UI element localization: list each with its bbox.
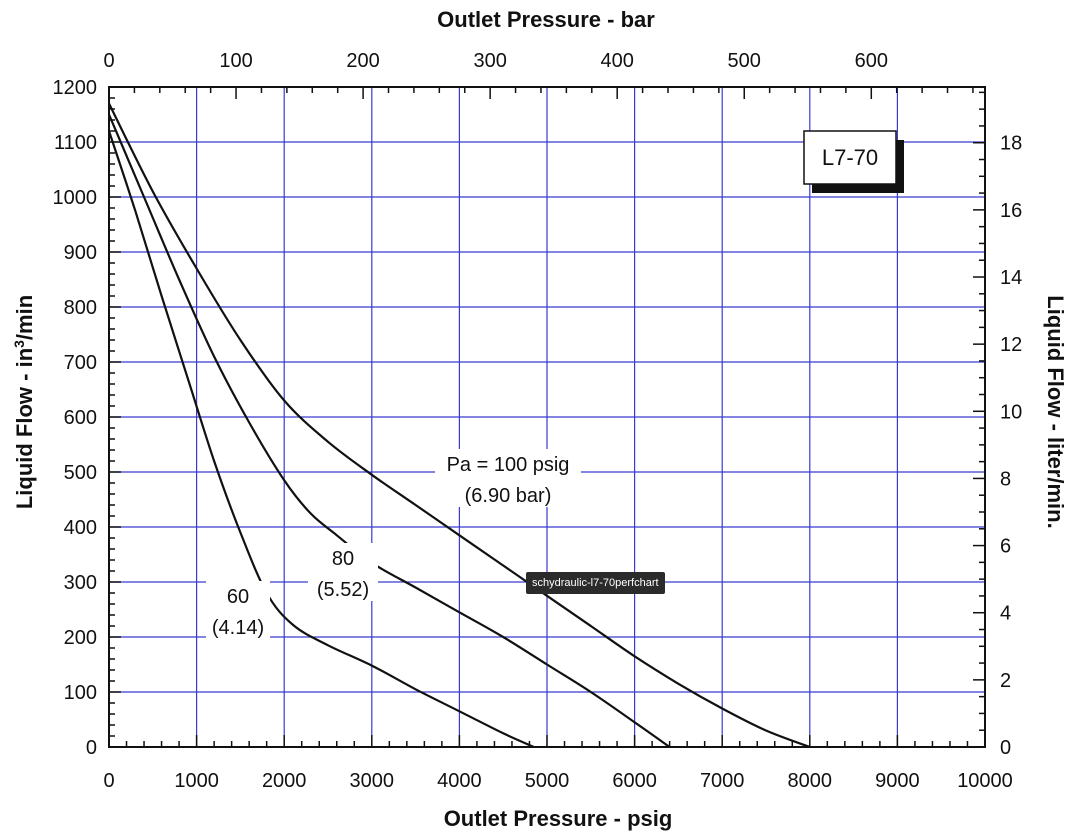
y-axis-title-tail: /min <box>12 295 37 340</box>
x-tick-label: 4000 <box>437 770 482 792</box>
y2-tick-label: 18 <box>1000 133 1022 155</box>
image-tooltip: schydraulic-l7-70perfchart <box>526 572 665 594</box>
y-tick-label: 300 <box>64 572 97 594</box>
model-badge-box <box>803 130 897 185</box>
x-tick-label: 0 <box>103 770 114 792</box>
y-tick-label: 400 <box>64 517 97 539</box>
curve-label-line: 80 <box>332 548 354 570</box>
y-tick-label: 1000 <box>53 187 98 209</box>
x-tick-label: 3000 <box>350 770 395 792</box>
x-tick-label: 8000 <box>788 770 833 792</box>
y2-tick-label: 14 <box>1000 267 1022 289</box>
y-tick-label: 1100 <box>54 132 97 154</box>
label-100-psig: Pa = 100 psig (6.90 bar) <box>435 449 581 507</box>
x-tick-label: 1000 <box>174 770 219 792</box>
curve-label-line: (4.14) <box>212 617 264 639</box>
y-axis-title: Liquid Flow - in3/min <box>11 295 37 509</box>
y2-tick-label: 16 <box>1000 200 1022 222</box>
y-tick-label: 900 <box>64 242 97 264</box>
x2-tick-label: 400 <box>601 50 634 72</box>
y2-tick-label: 4 <box>1000 603 1011 625</box>
y-tick-label: 600 <box>64 407 97 429</box>
label-80-psig: 80 (5.52) <box>308 543 378 601</box>
curve-label-backing <box>206 581 270 639</box>
x-tick-label: 5000 <box>525 770 570 792</box>
curve-label-line: 60 <box>227 586 249 608</box>
curve-labels: 60 (4.14) 80 (5.52) Pa = 100 psig (6.90 bar) <box>206 449 581 639</box>
curve-label-line: Pa = 100 psig <box>447 454 570 476</box>
y-axis-title-sup: 3 <box>11 340 27 348</box>
y-tick-label: 700 <box>64 352 97 374</box>
x-axis-title: Outlet Pressure - psig <box>444 806 673 831</box>
y2-tick-label: 2 <box>1000 670 1011 692</box>
x2-tick-label: 200 <box>346 50 379 72</box>
curve-60-psig <box>107 130 535 749</box>
x2-tick-label: 300 <box>473 50 506 72</box>
curve-label-backing <box>435 449 581 507</box>
x2-tick-label: 500 <box>728 50 761 72</box>
x-tick-label: 7000 <box>700 770 745 792</box>
y-tick-label: 800 <box>64 297 97 319</box>
curve-label-backing <box>308 543 378 601</box>
y2-tick-label: 10 <box>1000 401 1022 423</box>
y-tick-label: 200 <box>64 627 97 649</box>
x2-tick-label: 0 <box>103 50 114 72</box>
model-label: L7-70 <box>822 145 878 170</box>
x2-tick-label: 600 <box>855 50 888 72</box>
y-tick-label: 0 <box>86 737 97 759</box>
y2-tick-label: 12 <box>1000 334 1022 356</box>
x2-axis-title: Outlet Pressure - bar <box>437 7 655 32</box>
y2-axis-title: Liquid Flow - liter/min. <box>1043 295 1068 528</box>
y2-tick-label: 6 <box>1000 536 1011 558</box>
label-60-psig: 60 (4.14) <box>206 581 270 639</box>
curve-100-psig <box>108 103 811 749</box>
x-tick-label: 10000 <box>957 770 1013 792</box>
y-tick-label: 100 <box>64 682 97 704</box>
y-axis-title-base: Liquid Flow - in <box>12 348 37 509</box>
curve-label-line: (5.52) <box>317 579 369 601</box>
y-tick-label: 1200 <box>53 77 98 99</box>
curve-label-line: (6.90 bar) <box>465 485 552 507</box>
y-tick-label: 500 <box>64 462 97 484</box>
x-tick-label: 2000 <box>262 770 307 792</box>
x2-tick-label: 100 <box>219 50 252 72</box>
curve-80-psig <box>107 114 671 748</box>
model-badge: L7-70 <box>803 130 904 193</box>
y2-tick-label: 8 <box>1000 468 1011 490</box>
x-tick-label: 6000 <box>612 770 657 792</box>
y2-tick-label: 0 <box>1000 737 1011 759</box>
tick-labels: 0 1000 2000 3000 4000 5000 6000 7000 8000 9000 100… <box>53 50 1023 792</box>
x-tick-label: 9000 <box>875 770 920 792</box>
plot-frame <box>108 86 986 748</box>
